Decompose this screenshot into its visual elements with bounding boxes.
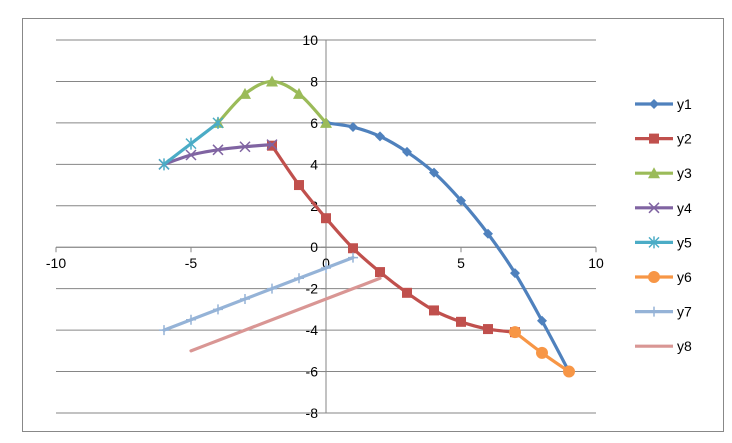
legend-item-y8[interactable]: y8	[635, 338, 692, 354]
data-point[interactable]	[267, 283, 277, 294]
legend-marker	[648, 167, 660, 179]
legend-label: y8	[677, 338, 692, 354]
data-point[interactable]	[294, 180, 304, 191]
series-y5[interactable]	[158, 116, 224, 171]
legend-label: y4	[677, 200, 692, 216]
y-tick-label: 0	[310, 239, 318, 255]
legend-marker	[649, 133, 659, 144]
data-point[interactable]	[536, 346, 548, 359]
data-point[interactable]	[186, 314, 196, 325]
y-tick-label: 8	[310, 73, 318, 89]
y-tick-label: 6	[310, 115, 318, 131]
y-tick-label: -2	[306, 281, 319, 297]
series-y7[interactable]	[159, 252, 358, 336]
legend-marker	[649, 306, 659, 317]
data-point[interactable]	[213, 304, 223, 315]
legend-marker	[648, 236, 660, 249]
x-tick-label: 5	[457, 255, 465, 271]
series-y6[interactable]	[509, 326, 575, 378]
data-point[interactable]	[563, 365, 575, 378]
y-tick-label: 4	[310, 156, 318, 172]
data-point[interactable]	[429, 167, 439, 178]
data-point[interactable]	[321, 213, 331, 224]
series-line[interactable]	[270, 144, 517, 334]
legend-item-y6[interactable]: y6	[635, 269, 692, 285]
data-series	[158, 75, 575, 378]
data-point[interactable]	[429, 305, 439, 316]
legend-label: y2	[677, 131, 692, 147]
y-tick-label: -4	[306, 322, 319, 338]
legend-label: y7	[677, 304, 692, 320]
y-tick-label: -8	[306, 405, 319, 421]
data-point[interactable]	[239, 87, 251, 99]
data-point[interactable]	[402, 146, 412, 157]
data-point[interactable]	[456, 195, 466, 206]
series-y8[interactable]	[189, 276, 382, 353]
data-point[interactable]	[483, 324, 493, 335]
x-tick-label: -5	[185, 255, 198, 271]
data-point[interactable]	[348, 122, 358, 133]
data-point[interactable]	[266, 139, 278, 151]
data-point[interactable]	[293, 87, 305, 99]
legend-item-y1[interactable]: y1	[635, 96, 692, 112]
data-point[interactable]	[375, 267, 385, 278]
x-tick-label: 10	[588, 255, 604, 271]
legend-label: y1	[677, 96, 692, 112]
y-tick-label: -6	[306, 364, 319, 380]
series-line[interactable]	[189, 276, 382, 353]
data-point[interactable]	[509, 326, 521, 339]
series-line[interactable]	[162, 255, 355, 332]
series-line[interactable]	[324, 121, 571, 374]
data-point[interactable]	[320, 116, 332, 128]
legend-marker	[648, 202, 660, 214]
legend-item-y5[interactable]: y5	[635, 234, 692, 250]
legend-marker	[649, 99, 659, 109]
legend-marker	[648, 271, 660, 283]
legend-label: y6	[677, 269, 692, 285]
legend[interactable]: y1 y2 y3 y4 y5 y6 y7 y8	[635, 96, 692, 354]
legend-label: y5	[677, 234, 692, 250]
data-point[interactable]	[266, 75, 278, 87]
legend-item-y3[interactable]: y3	[635, 165, 692, 181]
data-point[interactable]	[294, 273, 304, 284]
data-point[interactable]	[375, 131, 385, 142]
data-point[interactable]	[483, 228, 493, 239]
series-line[interactable]	[162, 143, 274, 166]
legend-item-y7[interactable]: y7	[635, 304, 692, 320]
data-point[interactable]	[537, 315, 547, 326]
data-point[interactable]	[185, 149, 197, 161]
data-point[interactable]	[185, 137, 197, 150]
data-point[interactable]	[212, 116, 224, 129]
legend-item-y2[interactable]: y2	[635, 131, 692, 147]
chart-area[interactable]: -10 -5 0 5 10 -8 -6 -4 -2 0 2 4 6 8 10 y1 y2 y3 y4 y5 y6 y7 y…	[22, 18, 724, 432]
data-point[interactable]	[348, 252, 358, 263]
data-point[interactable]	[402, 287, 412, 298]
data-point[interactable]	[239, 141, 251, 153]
y-tick-label: 10	[302, 32, 318, 48]
data-point[interactable]	[159, 325, 169, 336]
data-point[interactable]	[510, 268, 520, 279]
legend-label: y3	[677, 165, 692, 181]
data-point[interactable]	[348, 243, 358, 254]
data-point[interactable]	[321, 262, 331, 273]
data-point[interactable]	[158, 158, 170, 171]
data-point[interactable]	[456, 316, 466, 327]
legend-item-y4[interactable]: y4	[635, 200, 692, 216]
data-point[interactable]	[240, 294, 250, 305]
x-tick-label: -10	[46, 255, 66, 271]
data-point[interactable]	[212, 144, 224, 156]
